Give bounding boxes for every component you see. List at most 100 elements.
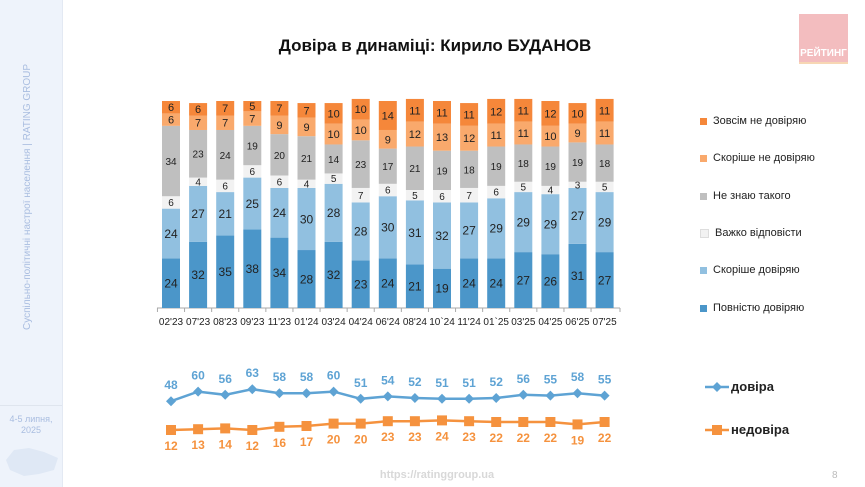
bar-segment [189, 185, 208, 242]
data-label: 19 [491, 162, 503, 173]
data-label: 14 [382, 110, 394, 122]
bar-segment [541, 185, 560, 195]
data-label: 24 [164, 227, 178, 241]
data-label: 6 [250, 167, 256, 178]
data-label: 5 [521, 183, 527, 194]
legend-label: Важко відповісти [715, 227, 802, 239]
diamond-marker [274, 388, 285, 399]
square-marker [274, 421, 285, 432]
bar-segment [514, 98, 533, 122]
bar-segment [351, 98, 370, 120]
line-data-label: 51 [435, 376, 449, 390]
page-number: 8 [832, 470, 838, 481]
x-tick-label: 01`25 [483, 316, 509, 328]
x-tick-label: 01'24 [294, 317, 319, 328]
bar-segment [378, 148, 397, 184]
bar-segment [162, 101, 180, 114]
bar-segment [189, 115, 208, 130]
square-marker-icon [705, 424, 729, 435]
diamond-marker [437, 393, 447, 404]
bar-segment [405, 121, 424, 147]
square-marker [193, 424, 204, 435]
line-data-label: 58 [300, 370, 314, 384]
bar-segment [433, 190, 451, 203]
ukraine-map-icon [6, 448, 58, 476]
square-marker [572, 419, 583, 430]
data-label: 25 [246, 197, 260, 211]
data-label: 32 [327, 268, 341, 282]
bar-segment [487, 98, 506, 124]
data-label: 19 [572, 158, 584, 169]
legend-swatch [700, 192, 707, 200]
bar-segment [243, 101, 262, 112]
line-data-label: 22 [490, 431, 504, 445]
bar-segment [324, 241, 343, 308]
data-label: 29 [490, 222, 504, 236]
line-data-label: 52 [490, 375, 504, 389]
line-data-label: 22 [544, 431, 558, 445]
bar-segment [351, 202, 370, 261]
square-marker [491, 417, 502, 427]
x-tick-label: 03'24 [322, 317, 347, 328]
line-data-label: 22 [517, 431, 531, 445]
bar-segment [351, 140, 370, 188]
data-label: 10 [355, 104, 367, 116]
data-label: 29 [517, 215, 531, 229]
data-label: 14 [328, 155, 340, 166]
bar-segment [433, 101, 451, 124]
diamond-marker [382, 391, 393, 402]
bar-segment [189, 177, 208, 186]
line-data-label: 16 [273, 436, 287, 450]
bar-segment [297, 250, 316, 308]
x-tick-label: 07'25 [593, 317, 618, 328]
footer-url[interactable]: https://ratinggroup.ua [379, 469, 495, 481]
survey-date-line2: 2025 [20, 425, 42, 435]
line-data-label: 19 [571, 433, 585, 447]
data-label: 30 [381, 221, 395, 235]
bar-segment [162, 208, 180, 259]
diamond-marker [518, 389, 529, 400]
bar-segment [487, 198, 506, 259]
bar-segment [189, 129, 208, 178]
data-label: 10 [544, 131, 556, 143]
data-label: 27 [517, 273, 531, 287]
bar-segment [460, 202, 479, 259]
data-label: 3 [575, 180, 581, 191]
bar-segment [270, 175, 289, 188]
bar-segment [595, 252, 614, 308]
data-label: 29 [598, 215, 612, 229]
legend-item: Скоріше довіряю [700, 264, 860, 276]
data-label: 5 [602, 183, 608, 194]
legend-label: Не знаю такого [713, 190, 791, 202]
bar-segment [568, 187, 587, 244]
line-data-label: 20 [327, 433, 341, 447]
bar-segment [595, 144, 614, 182]
bar-segment [243, 125, 262, 166]
data-label: 31 [571, 269, 585, 283]
bar-segment [162, 125, 180, 197]
diamond-marker [545, 390, 556, 401]
data-label: 4 [548, 186, 554, 197]
bar-segment [460, 150, 479, 188]
line-data-label: 55 [544, 373, 558, 387]
data-label: 6 [277, 177, 283, 188]
bar-segment [541, 194, 560, 255]
logo-text: РЕЙТИНГ [800, 48, 847, 59]
legend-item: Скоріше не довіряю [700, 152, 860, 164]
line-data-label: 23 [408, 430, 422, 444]
bar-segment [541, 254, 560, 308]
bar-segment [460, 258, 479, 308]
diamond-marker [247, 384, 258, 395]
x-tick-label: 07'23 [186, 317, 211, 328]
bar-segment [162, 113, 180, 126]
legend-label: Зовсім не довіряю [713, 115, 807, 127]
x-tick-label: 10`24 [429, 316, 455, 328]
data-label: 4 [304, 179, 310, 190]
data-label: 10 [327, 129, 339, 141]
data-label: 5 [249, 101, 255, 113]
bar-segment [297, 179, 316, 188]
diamond-marker [572, 388, 583, 399]
data-label: 24 [490, 276, 504, 290]
line-data-label: 56 [219, 372, 233, 386]
